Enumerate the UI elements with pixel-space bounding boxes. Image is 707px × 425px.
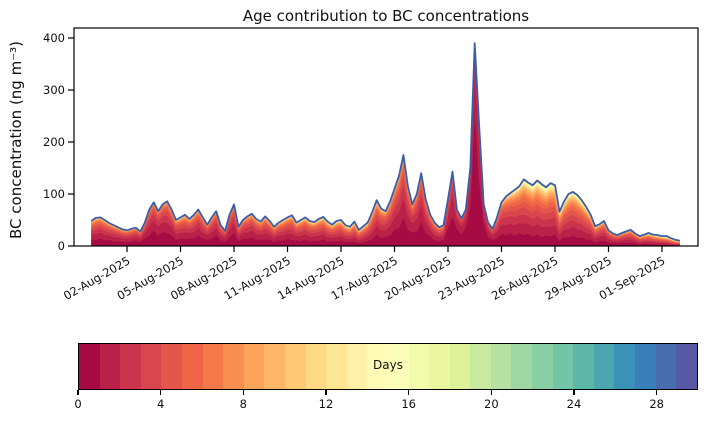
- colorbar-segment: [202, 344, 224, 389]
- colorbar-tick-label: 16: [401, 397, 416, 411]
- plot-area: 0 100 200 300 400 02-Aug-202505-Aug-202508-Au…: [43, 27, 699, 303]
- colorbar-tick: [408, 390, 410, 395]
- colorbar-tick: [490, 390, 492, 395]
- colorbar-tick-label: 8: [239, 397, 247, 411]
- colorbar-segment: [408, 344, 430, 389]
- y-tick-label: 200: [43, 135, 65, 149]
- colorbar-tick-label: 20: [484, 397, 499, 411]
- colorbar-segment: [655, 344, 677, 389]
- colorbar-segment: [79, 344, 100, 389]
- y-tick-label: 300: [43, 83, 65, 97]
- plot-frame: [73, 27, 699, 247]
- colorbar-segment: [161, 344, 182, 389]
- colorbar-segment: [511, 344, 533, 389]
- colorbar-segment: [490, 344, 512, 389]
- colorbar-segment: [140, 344, 162, 389]
- colorbar-segment: [346, 344, 368, 389]
- y-tick-label: 100: [43, 187, 65, 201]
- colorbar-tick-label: 4: [156, 397, 165, 411]
- colorbar-segment: [284, 344, 306, 389]
- colorbar-tick: [325, 390, 327, 395]
- colorbar-tick-label: 28: [649, 397, 664, 411]
- colorbar-segment: [264, 344, 285, 389]
- colorbar-segment: [243, 344, 265, 389]
- y-tick-label: 0: [58, 239, 65, 253]
- colorbar-segment: [181, 344, 203, 389]
- colorbar-tick: [656, 390, 658, 395]
- colorbar-segment: [593, 344, 615, 389]
- chart-title: Age contribution to BC concentrations: [242, 7, 530, 25]
- colorbar-segment: [676, 344, 697, 389]
- y-tick-label: 400: [43, 31, 65, 45]
- colorbar-segment: [552, 344, 574, 389]
- colorbar-tick: [77, 390, 79, 395]
- colorbar-tick-label: 0: [74, 397, 82, 411]
- colorbar-segment: [614, 344, 636, 389]
- colorbar-tick: [160, 390, 162, 395]
- colorbar-segment: [532, 344, 553, 389]
- colorbar-segment: [635, 344, 656, 389]
- colorbar-segment: [470, 344, 491, 389]
- colorbar-tick: [573, 390, 575, 395]
- colorbar-label: Days: [373, 358, 403, 372]
- colorbar-segment: [367, 344, 388, 389]
- colorbar-segment: [449, 344, 471, 389]
- x-axis: 02-Aug-202505-Aug-202508-Aug-202511-Aug-…: [61, 246, 667, 303]
- colorbar-segment: [120, 344, 141, 389]
- colorbar-tick-label: 12: [318, 397, 334, 411]
- colorbar: [78, 343, 698, 390]
- colorbar-segment: [305, 344, 327, 389]
- colorbar-segment: [429, 344, 450, 389]
- colorbar-tick-label: 24: [566, 397, 582, 411]
- colorbar-segment: [573, 344, 594, 389]
- colorbar-segment: [99, 344, 121, 389]
- total-line: [90, 42, 680, 242]
- colorbar-segment: [223, 344, 244, 389]
- colorbar-segment: [326, 344, 347, 389]
- colorbar-segment: [387, 344, 409, 389]
- y-axis: 0 100 200 300 400: [43, 31, 74, 253]
- colorbar-tick: [242, 390, 244, 395]
